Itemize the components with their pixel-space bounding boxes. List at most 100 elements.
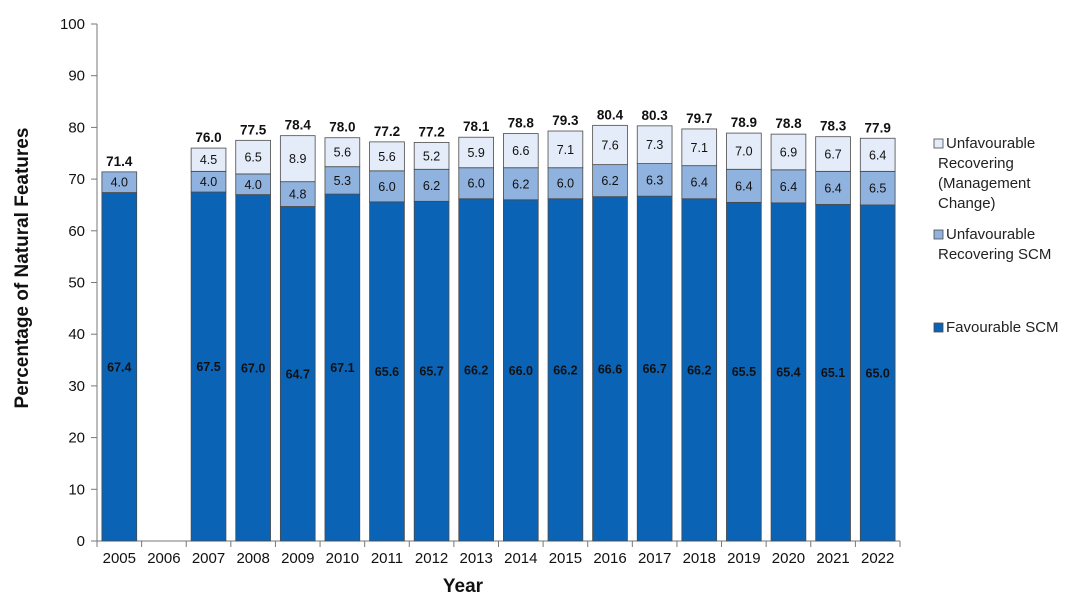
x-tick-label: 2018	[683, 550, 716, 567]
bar-segment	[503, 199, 539, 542]
total-value-label: 79.3	[552, 113, 579, 128]
segment-value-label: 65.7	[419, 365, 443, 379]
legend-label: Change)	[938, 195, 996, 212]
bar-segment	[636, 125, 673, 164]
segment-value-label: 5.2	[423, 149, 440, 163]
segment-value-label: 66.2	[464, 363, 488, 377]
total-value-label: 76.0	[195, 130, 221, 145]
bar-segment	[636, 195, 673, 542]
x-tick-label: 2017	[638, 550, 671, 567]
segment-value-label: 4.8	[289, 188, 306, 202]
bar-segment	[815, 204, 851, 542]
bar-segment	[190, 147, 227, 172]
segment-value-label: 7.1	[557, 143, 574, 157]
total-value-label: 79.7	[686, 111, 712, 126]
total-value-label: 78.3	[820, 119, 847, 134]
y-tick-label: 80	[68, 119, 85, 136]
bar-segment	[324, 137, 361, 168]
bar-segment	[503, 167, 539, 201]
bar-segment	[369, 201, 405, 542]
segment-value-label: 67.5	[196, 360, 220, 374]
bar-segment	[547, 167, 584, 200]
segment-value-label: 6.0	[467, 177, 484, 191]
segment-value-label: 66.6	[598, 362, 622, 376]
legend-label: Unfavourable	[946, 135, 1035, 152]
bar-segment	[681, 198, 718, 542]
segment-value-label: 6.9	[780, 145, 797, 159]
segment-value-label: 4.0	[244, 178, 261, 192]
legend-swatch	[933, 138, 944, 149]
y-tick-label: 50	[68, 275, 85, 292]
y-tick-label: 30	[68, 378, 85, 395]
bar-segment	[413, 168, 450, 202]
segment-value-label: 66.7	[642, 362, 666, 376]
legend-swatch	[933, 322, 944, 333]
bar-segment	[369, 141, 405, 172]
bar-segment	[770, 202, 807, 542]
segment-value-label: 65.5	[732, 365, 756, 379]
segment-value-label: 6.6	[512, 144, 529, 158]
total-value-label: 77.2	[374, 124, 400, 139]
segment-value-label: 66.2	[553, 363, 577, 377]
segment-value-label: 6.2	[423, 179, 440, 193]
segment-value-label: 6.5	[244, 151, 261, 165]
bar-segment	[101, 171, 138, 193]
bar-segment	[770, 133, 807, 171]
total-value-label: 80.4	[597, 107, 624, 122]
legend-label: Favourable SCM	[946, 319, 1059, 336]
segment-value-label: 6.0	[557, 177, 574, 191]
total-value-label: 77.5	[240, 122, 267, 137]
bar-segment	[726, 168, 762, 203]
legend-label: Unfavourable	[946, 226, 1035, 243]
x-tick-label: 2014	[504, 550, 537, 567]
x-tick-label: 2020	[772, 550, 805, 567]
segment-value-label: 5.3	[334, 174, 351, 188]
bar-segment	[413, 200, 450, 542]
y-tick-label: 10	[68, 481, 85, 498]
x-tick-label: 2015	[549, 550, 582, 567]
y-tick-label: 0	[77, 533, 85, 550]
bar-segment	[859, 170, 896, 206]
bar-segment	[101, 192, 138, 542]
total-value-label: 78.0	[329, 120, 355, 135]
bars	[101, 124, 896, 542]
total-value-label: 77.9	[865, 120, 891, 135]
segment-value-label: 6.2	[601, 174, 618, 188]
segment-value-label: 7.3	[646, 138, 663, 152]
segment-value-label: 67.0	[241, 361, 265, 375]
segment-value-label: 4.5	[200, 153, 217, 167]
total-value-label: 78.4	[285, 118, 312, 133]
y-axis-title: Percentage of Natural Features	[12, 128, 33, 409]
bar-segment	[770, 169, 807, 204]
bar-segment	[190, 191, 227, 542]
legend-swatch	[933, 229, 944, 240]
y-tick-label: 70	[68, 171, 85, 188]
bar-segment	[726, 132, 762, 170]
segment-value-label: 6.3	[646, 173, 663, 187]
bar-segment	[279, 135, 316, 183]
segment-value-label: 7.6	[601, 138, 618, 152]
bar-segment	[413, 141, 450, 170]
x-tick-label: 2008	[236, 550, 269, 567]
x-tick-label: 2011	[371, 550, 403, 567]
data-labels: 67.4 4.0 71.4 67.5 4.0 4.5 76.0 67.0 4.0 6.5 77.5 6…	[106, 107, 891, 381]
segment-value-label: 6.0	[378, 180, 395, 194]
total-value-label: 78.8	[775, 116, 802, 131]
bar-segment	[547, 198, 584, 542]
segment-value-label: 6.4	[691, 176, 708, 190]
x-tick-label: 2007	[192, 550, 225, 567]
y-tick-label: 40	[68, 326, 85, 343]
segment-value-label: 8.9	[289, 152, 306, 166]
bar-segment	[859, 204, 896, 542]
legend: Unfavourable Recovering (Management Change)…	[933, 135, 1059, 336]
segment-value-label: 66.2	[687, 363, 711, 377]
segment-value-label: 67.4	[107, 360, 131, 374]
x-tick-label: 2012	[415, 550, 448, 567]
x-tick-label: 2013	[460, 550, 493, 567]
total-value-label: 71.4	[106, 154, 133, 169]
bar-segment	[324, 166, 361, 195]
segment-value-label: 67.1	[330, 361, 354, 375]
segment-value-label: 6.5	[869, 182, 886, 196]
legend-label: (Management	[938, 175, 1031, 192]
